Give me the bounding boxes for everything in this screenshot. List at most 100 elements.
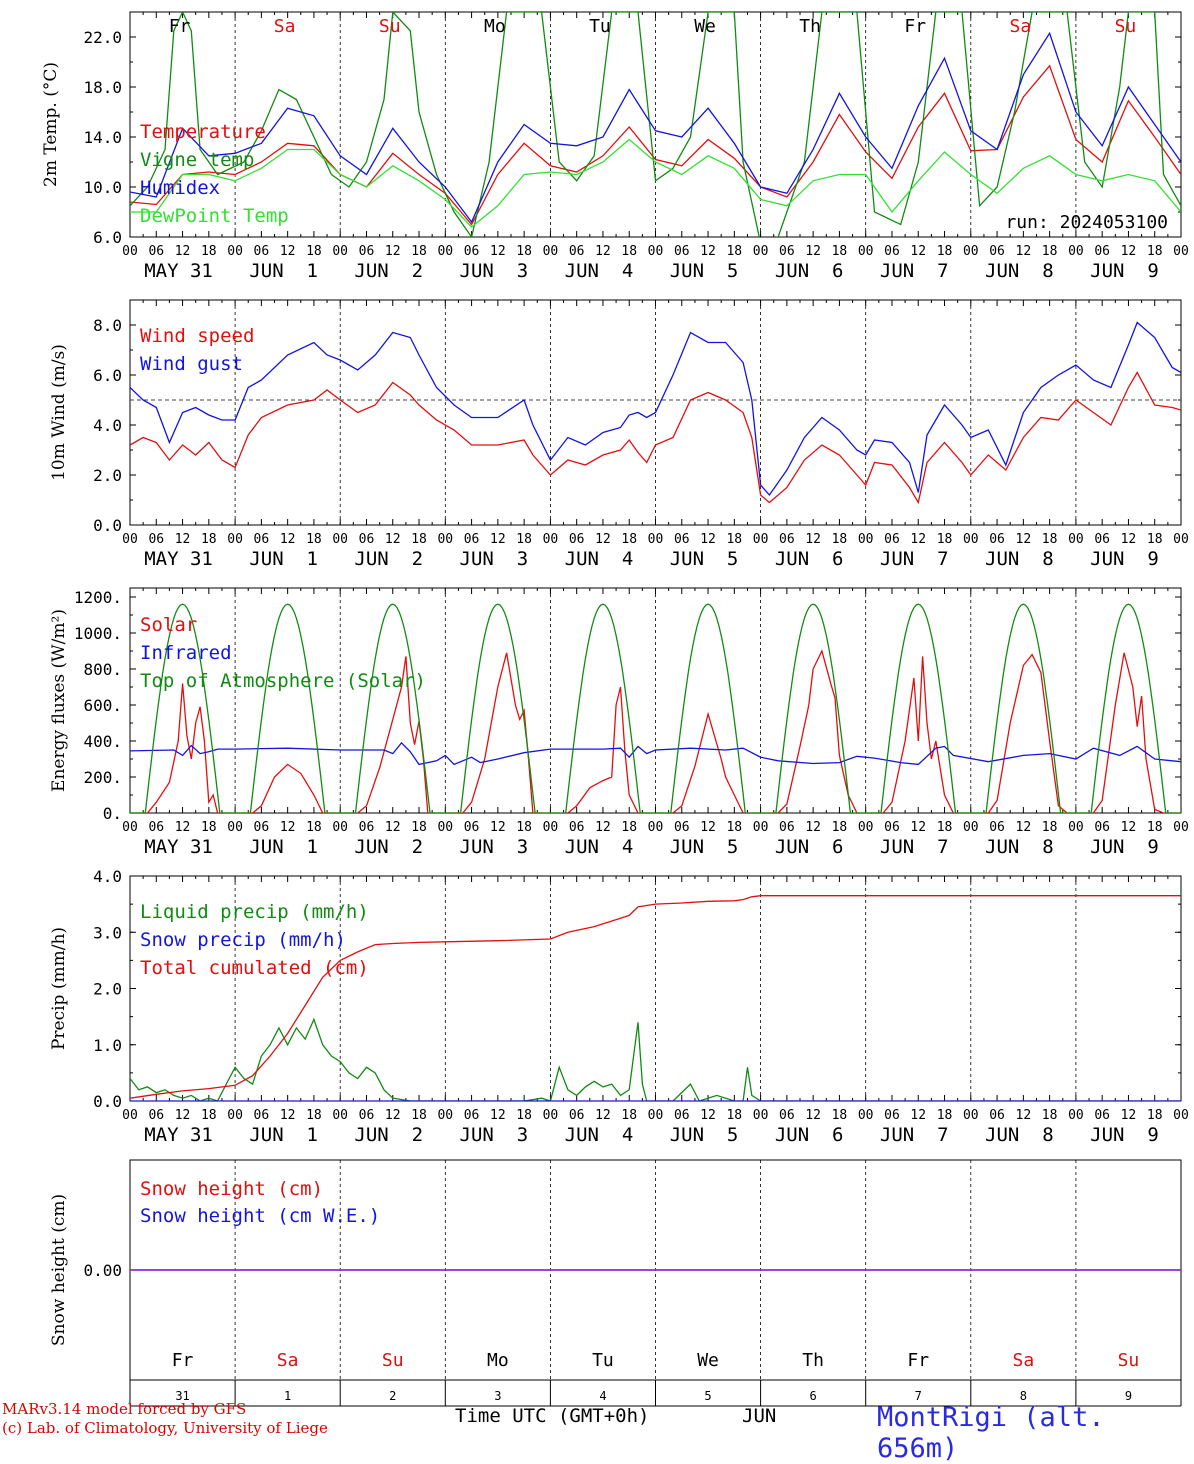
hour-tick-label: 12: [1016, 532, 1032, 547]
hour-tick-label: 00: [648, 820, 664, 835]
hour-tick-label: 00: [332, 1108, 348, 1123]
hour-tick-label: 00: [858, 1108, 874, 1123]
hour-tick-label: 18: [516, 820, 532, 835]
day-name: Fr: [172, 1350, 194, 1371]
hour-tick-label: 12: [700, 1108, 716, 1123]
hour-tick-label: 12: [1121, 820, 1137, 835]
hour-tick-label: 00: [858, 244, 874, 259]
panel-3: 0. 200. 400. 600. 800. 1000. 1200. Energy fluxe…: [49, 587, 1189, 858]
hour-tick-label: 18: [832, 1108, 848, 1123]
hour-tick-label: 12: [595, 532, 611, 547]
hour-tick-label: 06: [1094, 1108, 1110, 1123]
y-tick-label: 8.0: [93, 316, 122, 335]
hour-tick-label: 12: [280, 244, 296, 259]
y-tick-label: 800.: [83, 660, 122, 679]
credit-line: (c) Lab. of Climatology, University of L…: [2, 1419, 328, 1437]
hour-tick-label: 18: [937, 820, 953, 835]
hour-tick-label: 18: [1147, 532, 1163, 547]
hour-tick-label: 18: [411, 1108, 427, 1123]
day-name: Tu: [592, 1350, 614, 1371]
plot-frame: [129, 11, 1182, 238]
series-line-dewpoint-temp: [130, 138, 1181, 228]
legend-entry: Vigne temp: [140, 149, 254, 171]
date-label: JUN 5: [670, 1124, 739, 1146]
hour-tick-label: 12: [1016, 244, 1032, 259]
hour-tick-label: 18: [1147, 244, 1163, 259]
hour-tick-label: 12: [385, 1108, 401, 1123]
hour-tick-label: 18: [726, 244, 742, 259]
series-line-solar: [130, 649, 1181, 813]
hour-tick-label: 00: [227, 532, 243, 547]
hour-tick-label: 06: [464, 820, 480, 835]
hour-tick-label: 00: [543, 244, 559, 259]
series-line-infrared: [130, 741, 1181, 766]
hour-tick-label: 18: [726, 1108, 742, 1123]
hour-tick-label: 12: [385, 820, 401, 835]
hour-tick-label: 12: [805, 820, 821, 835]
hour-tick-label: 06: [359, 820, 375, 835]
hour-tick-label: 06: [254, 244, 270, 259]
legend-entry: Solar: [140, 614, 197, 636]
hour-tick-label: 00: [1068, 532, 1084, 547]
hour-tick-label: 18: [516, 1108, 532, 1123]
hour-tick-label: 18: [726, 820, 742, 835]
hour-tick-label: 12: [805, 532, 821, 547]
date-label: JUN 1: [249, 1124, 318, 1146]
hour-tick-label: 06: [779, 532, 795, 547]
hour-tick-label: 18: [726, 532, 742, 547]
hour-tick-label: 00: [437, 244, 453, 259]
date-label: JUN 8: [985, 836, 1054, 858]
hour-tick-label: 18: [201, 532, 217, 547]
hour-tick-label: 12: [700, 244, 716, 259]
date-label: JUN 3: [460, 836, 529, 858]
y-tick-label: 4.0: [93, 416, 122, 435]
day-name: Su: [1115, 16, 1137, 37]
day-number: 6: [810, 1389, 817, 1403]
day-number: 7: [915, 1389, 922, 1403]
series-line-liquid-precip-mm-h-: [130, 1017, 1181, 1101]
hour-tick-label: 18: [832, 244, 848, 259]
day-name: Th: [802, 1350, 824, 1371]
hour-tick-label: 18: [201, 244, 217, 259]
hour-tick-label: 00: [753, 532, 769, 547]
hour-tick-label: 06: [359, 244, 375, 259]
legend-entry: Top of Atmosphere (Solar): [140, 670, 426, 692]
hour-tick-label: 12: [175, 532, 191, 547]
y-tick-label: 0.: [103, 804, 122, 823]
y-tick-label: 1000.: [74, 624, 122, 643]
date-label: JUN 5: [670, 260, 739, 282]
plot-frame: [129, 587, 1182, 814]
hour-tick-label: 00: [753, 820, 769, 835]
hour-tick-label: 06: [464, 532, 480, 547]
hour-tick-label: 00: [1068, 244, 1084, 259]
hour-tick-label: 00: [437, 1108, 453, 1123]
series-line-wind-gust: [130, 321, 1181, 497]
hour-tick-label: 18: [201, 820, 217, 835]
date-label: JUN 5: [670, 836, 739, 858]
date-label: JUN 2: [354, 1124, 423, 1146]
hour-tick-label: 12: [1121, 532, 1137, 547]
hour-tick-label: 06: [254, 820, 270, 835]
hour-tick-label: 18: [937, 244, 953, 259]
hour-tick-label: 12: [385, 532, 401, 547]
hour-tick-label: 12: [700, 820, 716, 835]
hour-tick-label: 06: [989, 820, 1005, 835]
hour-tick-label: 12: [910, 1108, 926, 1123]
date-label: JUN 8: [985, 1124, 1054, 1146]
footer-credits: MARv3.14 model forced by GFS (c) Lab. of…: [2, 1400, 328, 1438]
day-name: Sa: [274, 16, 296, 37]
series-line-top-of-atmosphere-solar-: [130, 603, 1181, 813]
date-label: JUN 2: [354, 548, 423, 570]
hour-tick-label: 00: [1068, 820, 1084, 835]
hour-tick-label: 12: [490, 820, 506, 835]
day-name: Sa: [1013, 1350, 1035, 1371]
hour-tick-label: 12: [595, 1108, 611, 1123]
panel-1: 6.0 10.0 14.0 18.0 22.0 2m Temp. (°C) Temperat…: [41, 11, 1189, 282]
y-tick-label: 0.00: [83, 1261, 122, 1280]
y-tick-label: 2.0: [93, 466, 122, 485]
hour-tick-label: 18: [1147, 820, 1163, 835]
hour-tick-label: 00: [543, 1108, 559, 1123]
hour-tick-label: 00: [543, 532, 559, 547]
hour-tick-label: 18: [1042, 1108, 1058, 1123]
hour-tick-label: 00: [1068, 1108, 1084, 1123]
